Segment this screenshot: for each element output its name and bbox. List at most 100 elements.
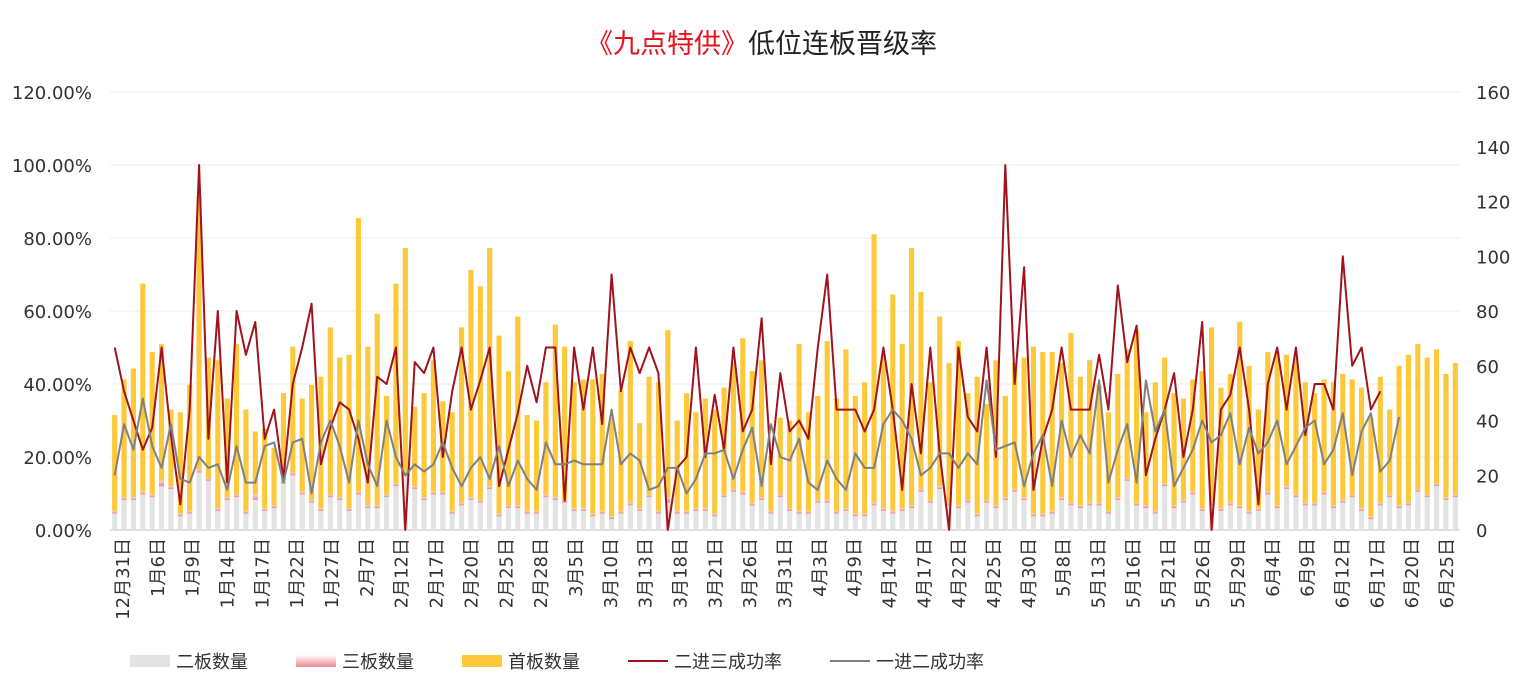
bar-first-board	[1415, 343, 1421, 489]
bar-first-board	[449, 412, 455, 511]
bar-first-board	[187, 384, 193, 511]
x-axis-tick-label: 5月29日	[1228, 538, 1249, 608]
bar-first-board	[299, 398, 305, 492]
bar-third-board	[1237, 505, 1243, 509]
bar-first-board	[158, 343, 165, 481]
x-axis-tick-label: 3月10日	[601, 538, 622, 608]
bar-first-board	[1115, 373, 1121, 498]
bar-second-board	[1302, 505, 1308, 530]
bar-third-board	[674, 510, 680, 514]
bar-second-board	[421, 499, 427, 530]
bar-third-board	[1030, 513, 1037, 517]
bar-third-board	[1246, 510, 1252, 514]
bar-first-board	[1293, 357, 1299, 495]
bar-second-board	[1012, 491, 1018, 530]
bar-third-board	[927, 499, 933, 503]
bar-second-board	[843, 510, 849, 530]
legend-label-first-board: 首板数量	[508, 652, 580, 673]
bar-first-board	[880, 354, 887, 509]
bar-second-board	[1293, 497, 1299, 530]
bar-third-board	[702, 508, 708, 511]
bar-third-board	[468, 497, 474, 500]
bar-second-board	[655, 513, 662, 530]
legend-label-one-to-two-rate: 一进二成功率	[876, 652, 984, 673]
x-axis-tick-label: 1月27日	[322, 538, 343, 608]
bar-first-board	[740, 338, 746, 492]
bar-second-board	[158, 486, 165, 530]
bar-third-board	[1255, 508, 1262, 511]
bar-third-board	[533, 510, 540, 514]
bar-third-board	[796, 510, 802, 514]
right-axis-tick-label: 0	[1476, 521, 1487, 542]
bar-third-board	[637, 508, 643, 511]
bar-third-board	[862, 513, 868, 517]
bar-second-board	[543, 497, 549, 530]
bar-third-board	[440, 491, 446, 495]
bar-third-board	[946, 502, 952, 506]
bar-third-board	[1180, 499, 1187, 503]
bar-first-board	[805, 412, 812, 511]
bar-third-board	[1405, 502, 1412, 506]
bar-first-board	[177, 412, 183, 514]
bar-first-board	[290, 346, 296, 473]
bar-second-board	[346, 510, 352, 530]
bar-first-board	[1040, 352, 1046, 514]
bar-second-board	[243, 513, 249, 530]
bar-first-board	[1396, 365, 1402, 506]
bar-third-board	[1171, 505, 1177, 509]
bar-third-board	[1330, 505, 1337, 509]
bar-second-board	[1358, 510, 1365, 530]
bar-second-board	[393, 486, 399, 530]
bar-third-board	[458, 502, 465, 506]
bar-second-board	[1340, 502, 1346, 530]
x-axis-tick-label: 1月9日	[183, 538, 204, 597]
bar-second-board	[815, 502, 821, 530]
bar-third-board	[730, 488, 737, 492]
bar-first-board	[168, 409, 174, 487]
bar-second-board	[130, 499, 137, 530]
bar-third-board	[758, 497, 765, 500]
bar-third-board	[1415, 488, 1421, 492]
legend-item-one-to-two-rate: 一进二成功率	[830, 646, 984, 676]
legend-line-two-to-three-rate	[628, 660, 668, 662]
bar-second-board	[899, 510, 905, 530]
bar-third-board	[543, 494, 549, 498]
bar-second-board	[487, 488, 493, 530]
x-axis-tick-label: 4月9日	[845, 538, 866, 597]
bar-first-board	[1077, 376, 1083, 506]
bar-third-board	[580, 508, 587, 511]
bar-third-board	[1340, 499, 1346, 503]
bar-second-board	[1387, 497, 1393, 530]
bar-third-board	[608, 516, 615, 520]
bar-second-board	[515, 508, 521, 530]
x-axis-tick-label: 4月25日	[984, 538, 1005, 608]
bar-second-board	[1002, 499, 1008, 530]
bar-third-board	[1387, 494, 1393, 498]
bar-first-board	[974, 376, 980, 514]
bar-third-board	[1424, 494, 1430, 498]
bar-third-board	[224, 497, 230, 500]
x-axis-tick-label: 2月12日	[392, 538, 413, 608]
legend: 二板数量 三板数量 首板数量 二进三成功率 一进二成功率	[0, 646, 1523, 676]
bar-third-board	[805, 510, 812, 514]
bar-third-board	[196, 469, 202, 473]
bar-first-board	[243, 409, 249, 511]
bar-second-board	[233, 497, 240, 530]
bar-first-board	[252, 431, 258, 495]
bar-first-board	[271, 447, 277, 506]
bar-first-board	[543, 382, 549, 495]
bar-third-board	[1368, 516, 1374, 520]
bar-second-board	[1283, 488, 1290, 530]
bar-second-board	[505, 508, 512, 530]
bar-third-board	[1049, 510, 1055, 514]
x-axis-tick-label: 6月20日	[1402, 538, 1423, 608]
bar-first-board	[1302, 382, 1308, 503]
bar-first-board	[196, 196, 202, 470]
bar-third-board	[571, 508, 577, 511]
bar-second-board	[608, 519, 615, 530]
bar-third-board	[683, 510, 690, 514]
bar-first-board	[1312, 393, 1318, 503]
bar-second-board	[974, 516, 980, 530]
bar-third-board	[130, 497, 137, 500]
bar-second-board	[299, 494, 305, 530]
